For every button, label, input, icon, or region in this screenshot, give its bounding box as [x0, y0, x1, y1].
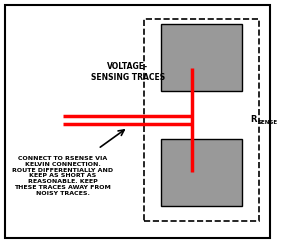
Bar [144, 19, 259, 221]
Text: R: R [251, 115, 257, 125]
Bar [161, 24, 242, 91]
Text: SENSE: SENSE [257, 120, 277, 125]
Bar [161, 139, 242, 206]
Text: CONNECT TO RSENSE VIA
KELVIN CONNECTION.
ROUTE DIFFERENTIALLY AND
KEEP AS SHORT : CONNECT TO RSENSE VIA KELVIN CONNECTION.… [12, 156, 113, 196]
Text: VOLTAGE-
SENSING TRACES: VOLTAGE- SENSING TRACES [91, 62, 165, 82]
